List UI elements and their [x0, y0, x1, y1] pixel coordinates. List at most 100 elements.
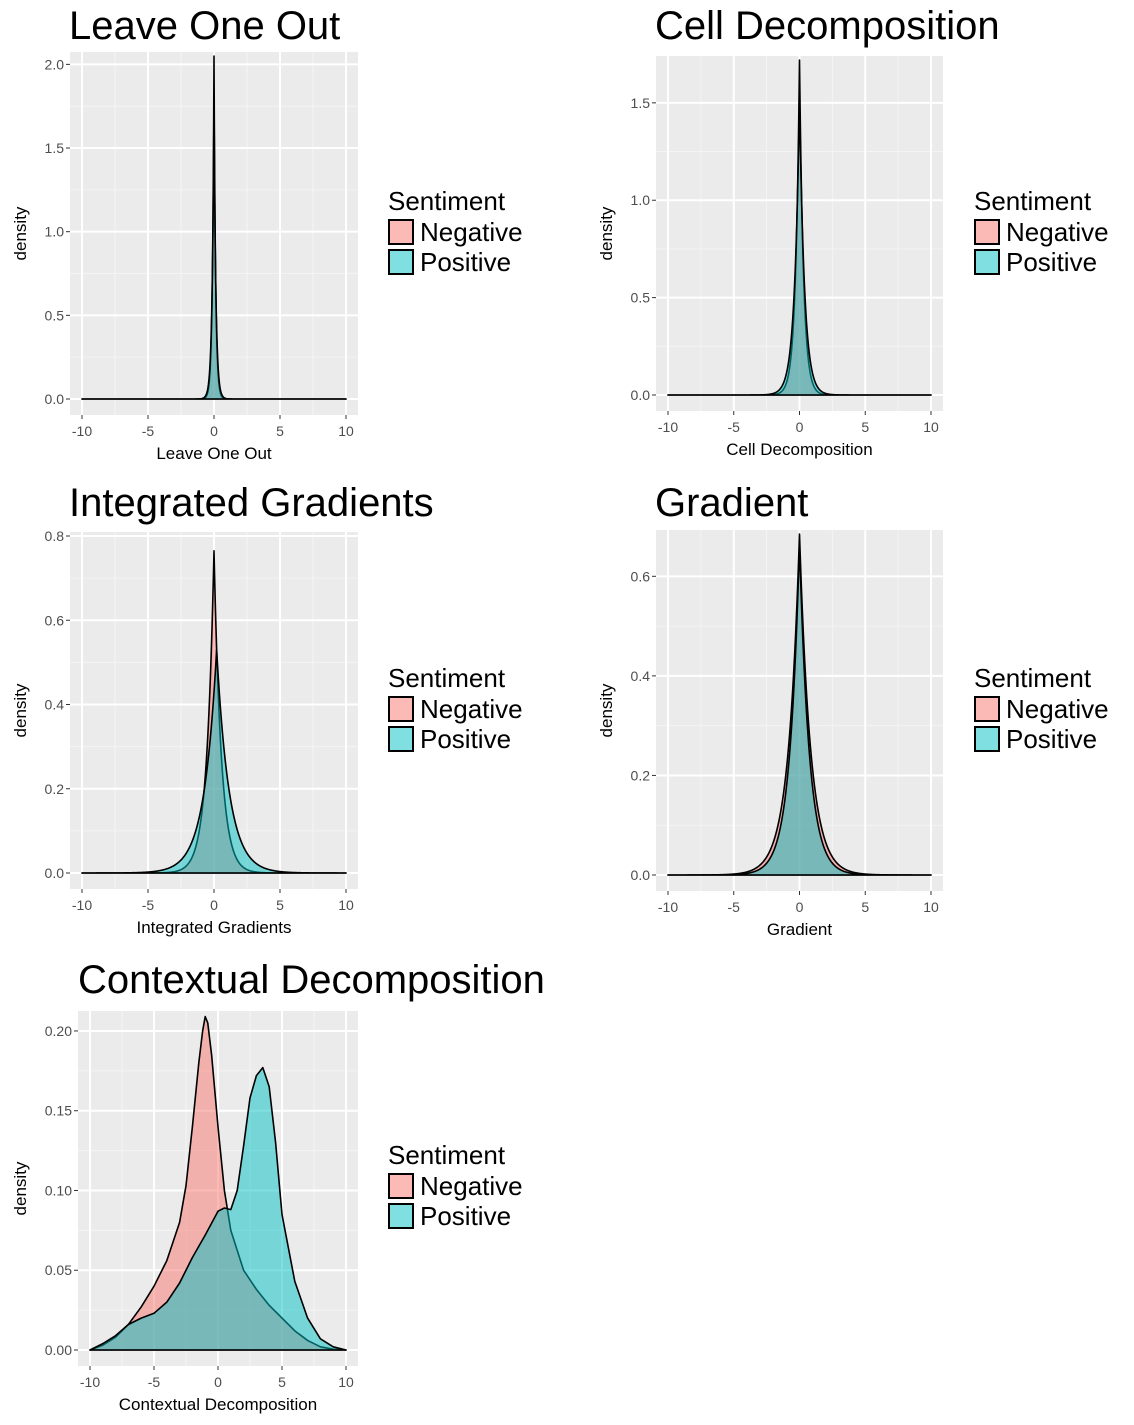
x-tick-label: -10	[658, 419, 678, 435]
y-tick-label: 0.05	[45, 1262, 72, 1278]
legend-item-negative: Negative	[388, 217, 523, 247]
x-tick-label: -5	[728, 899, 741, 915]
x-tick-label: -5	[728, 419, 741, 435]
x-axis-label: Contextual Decomposition	[119, 1395, 317, 1414]
x-tick-label: 10	[338, 1374, 354, 1390]
legend-label-negative: Negative	[1006, 693, 1109, 724]
y-tick-label: 0.0	[45, 391, 65, 407]
legend-swatch-negative	[388, 1173, 414, 1199]
legend: Sentiment Negative Positive	[974, 186, 1109, 277]
y-axis-label: density	[11, 1161, 30, 1215]
x-tick-label: 5	[276, 897, 284, 913]
x-axis-label: Gradient	[767, 920, 832, 939]
x-tick-label: 0	[796, 419, 804, 435]
legend: Sentiment Negative Positive	[388, 663, 523, 754]
x-tick-label: -10	[72, 423, 92, 439]
y-tick-label: 0.2	[631, 767, 651, 783]
x-axis-label: Integrated Gradients	[137, 918, 292, 937]
plot-area: -10 -5 0 5 10 0.00 0.05 0.10 0.15 0.20 Contextual …	[11, 1011, 358, 1414]
x-tick-label: 10	[338, 897, 354, 913]
x-tick-label: 10	[338, 423, 354, 439]
x-tick-label: 5	[276, 423, 284, 439]
x-tick-label: 5	[278, 1374, 286, 1390]
legend-item-positive: Positive	[388, 247, 523, 277]
y-tick-label: 0.4	[45, 697, 65, 713]
x-tick-label: 10	[923, 419, 939, 435]
x-tick-label: 5	[861, 899, 869, 915]
x-tick-label: -10	[658, 899, 678, 915]
y-tick-label: 1.5	[631, 95, 651, 111]
chart-title: Integrated Gradients	[69, 481, 434, 525]
y-tick-label: 0.0	[631, 867, 651, 883]
x-tick-label: -10	[72, 897, 92, 913]
x-tick-label: -5	[148, 1374, 161, 1390]
x-axis-label: Cell Decomposition	[726, 440, 872, 459]
legend: Sentiment Negative Positive	[974, 663, 1109, 754]
density-area-positive	[667, 543, 932, 876]
plot-area: -10 -5 0 5 10 0.0 0.5 1.0 1.5 Cell Decomposition d…	[597, 56, 943, 459]
legend-item-negative: Negative	[388, 694, 523, 724]
plot-area: -10 -5 0 5 10 0.0 0.5 1.0 1.5 2.0 Leave One Out den…	[11, 52, 358, 463]
y-tick-label: 0.5	[631, 290, 651, 306]
legend-swatch-negative	[974, 219, 1000, 245]
y-tick-label: 0.6	[631, 568, 651, 584]
y-tick-label: 1.5	[45, 140, 65, 156]
density-area-positive	[81, 648, 347, 874]
legend-item-negative: Negative	[974, 217, 1109, 247]
y-tick-label: 0.15	[45, 1103, 72, 1119]
legend-swatch-positive	[974, 249, 1000, 275]
legend-label-negative: Negative	[420, 1170, 523, 1201]
x-tick-label: 0	[214, 1374, 222, 1390]
legend-swatch-positive	[388, 1203, 414, 1229]
chart-panel-gradient: Gradient -10 -5 0 5 10 0.0 0.2 0.4 0.6 Gradient de…	[586, 477, 1134, 952]
x-tick-label: 0	[210, 423, 218, 439]
x-tick-label: 5	[861, 419, 869, 435]
chart-title: Leave One Out	[69, 4, 341, 48]
legend-label-positive: Positive	[420, 246, 512, 277]
x-tick-label: -5	[142, 423, 155, 439]
x-tick-label: 0	[210, 897, 218, 913]
y-tick-label: 2.0	[45, 56, 65, 72]
y-tick-label: 0.8	[45, 528, 65, 544]
y-tick-label: 0.6	[45, 612, 65, 628]
legend-item-negative: Negative	[388, 1171, 523, 1201]
legend-title: Sentiment	[388, 1140, 506, 1170]
legend-title: Sentiment	[388, 186, 506, 216]
legend-swatch-negative	[974, 696, 1000, 722]
x-tick-label: 10	[923, 899, 939, 915]
y-tick-label: 0.5	[45, 307, 65, 323]
y-tick-label: 0.0	[631, 387, 651, 403]
chart-title: Gradient	[655, 481, 809, 525]
legend-label-negative: Negative	[420, 216, 523, 247]
x-axis-label: Leave One Out	[156, 444, 272, 463]
density-area-positive	[667, 98, 932, 396]
plot-area: -10 -5 0 5 10 0.0 0.2 0.4 0.6 Gradient density	[597, 530, 943, 939]
x-tick-label: 0	[796, 899, 804, 915]
y-tick-label: 0.00	[45, 1342, 72, 1358]
x-tick-label: -5	[142, 897, 155, 913]
y-tick-label: 0.4	[631, 668, 651, 684]
legend-item-positive: Positive	[974, 247, 1109, 277]
y-tick-label: 0.0	[45, 865, 65, 881]
legend-label-negative: Negative	[420, 693, 523, 724]
density-area-positive	[81, 100, 347, 400]
legend-swatch-positive	[388, 249, 414, 275]
legend: Sentiment Negative Positive	[388, 186, 523, 277]
legend-label-negative: Negative	[1006, 216, 1109, 247]
legend-swatch-negative	[388, 696, 414, 722]
y-tick-label: 0.20	[45, 1023, 72, 1039]
chart-title: Cell Decomposition	[655, 4, 1000, 48]
density-area-positive	[89, 1066, 347, 1351]
legend-label-positive: Positive	[1006, 246, 1098, 277]
chart-panel-leave-one-out: Leave One Out -10 -5 0 5 10 0.0 0.5 1.0 1.5 2.0 Le…	[0, 0, 567, 475]
plot-area: -10 -5 0 5 10 0.0 0.2 0.4 0.6 0.8 Integrated Gradi…	[11, 528, 358, 937]
chart-title: Contextual Decomposition	[78, 958, 545, 1002]
chart-panel-cell-decomposition: Cell Decomposition -10 -5 0 5 10 0.0 0.5 1.0 1.5…	[586, 0, 1134, 475]
y-tick-label: 1.0	[45, 224, 65, 240]
y-axis-label: density	[597, 206, 616, 260]
legend-swatch-negative	[388, 219, 414, 245]
legend-item-negative: Negative	[974, 694, 1109, 724]
legend-swatch-positive	[388, 726, 414, 752]
y-tick-label: 0.10	[45, 1182, 72, 1198]
y-tick-label: 1.0	[631, 192, 651, 208]
